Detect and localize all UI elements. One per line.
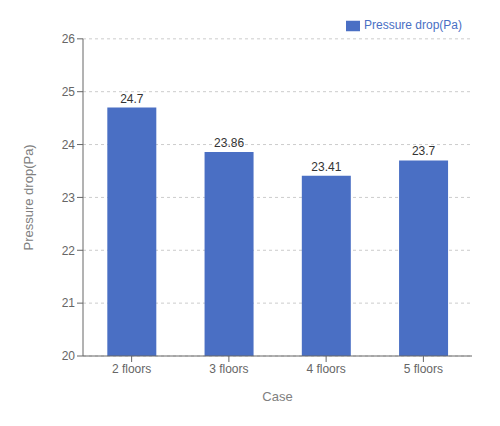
svg-text:23.86: 23.86 bbox=[214, 136, 244, 150]
svg-text:Pressure drop(Pa): Pressure drop(Pa) bbox=[21, 144, 36, 250]
svg-text:Case: Case bbox=[262, 389, 292, 404]
svg-text:21: 21 bbox=[62, 296, 76, 310]
svg-text:20: 20 bbox=[62, 349, 76, 363]
svg-text:3 floors: 3 floors bbox=[209, 362, 248, 376]
svg-text:24.7: 24.7 bbox=[120, 92, 144, 106]
svg-text:4 floors: 4 floors bbox=[306, 362, 345, 376]
svg-text:26: 26 bbox=[62, 32, 76, 46]
svg-text:24: 24 bbox=[62, 138, 76, 152]
svg-text:23.7: 23.7 bbox=[412, 144, 436, 158]
svg-text:23.41: 23.41 bbox=[311, 160, 341, 174]
svg-text:23: 23 bbox=[62, 191, 76, 205]
svg-text:5 floors: 5 floors bbox=[404, 362, 443, 376]
html-text:Pressure drop(Pa): Pressure drop(Pa) bbox=[364, 18, 462, 32]
svg-text:25: 25 bbox=[62, 85, 76, 99]
svg-text:22: 22 bbox=[62, 244, 76, 258]
svg-text:2 floors: 2 floors bbox=[112, 362, 151, 376]
